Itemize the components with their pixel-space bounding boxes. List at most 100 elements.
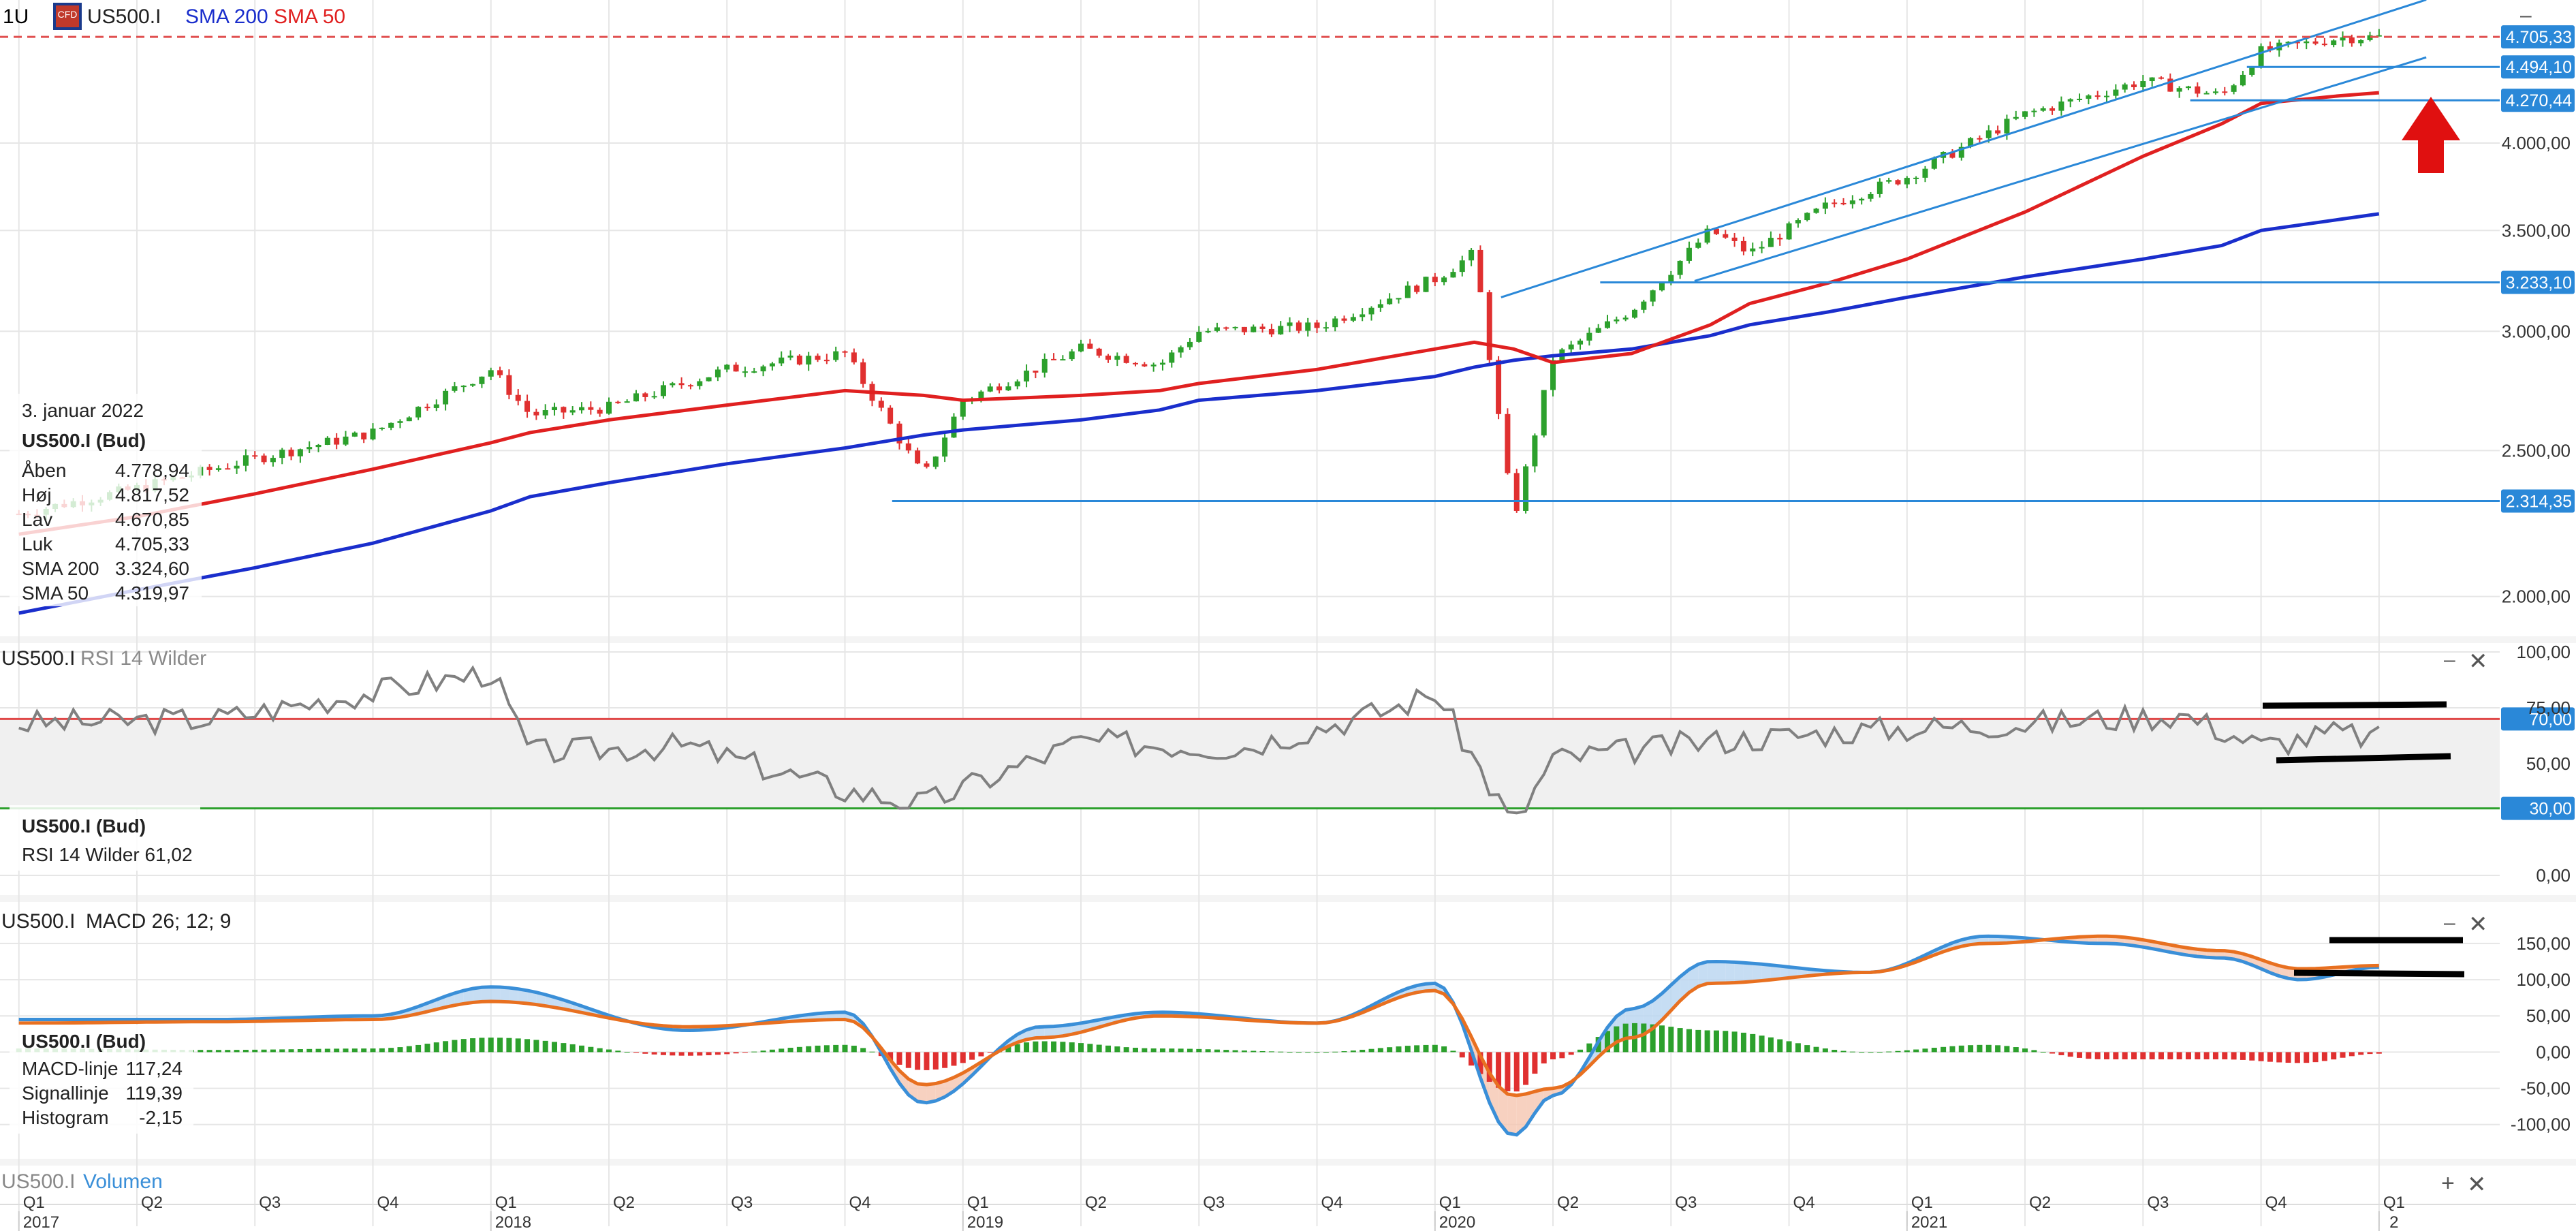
histogram-bar bbox=[1377, 1048, 1383, 1053]
histogram-bar bbox=[1786, 1041, 1792, 1053]
macd-title-indicator[interactable]: MACD 26; 12; 9 bbox=[86, 910, 231, 933]
histogram-bar bbox=[1559, 1052, 1565, 1059]
histogram-bar bbox=[1396, 1046, 1402, 1053]
macd-fill-segment bbox=[1725, 961, 1735, 984]
legend-row-label: SMA 200 bbox=[22, 558, 99, 579]
candle-body bbox=[1169, 352, 1175, 363]
histogram-bar bbox=[1459, 1052, 1465, 1058]
legend-row-label: Luk bbox=[22, 533, 53, 555]
volume-close-icon[interactable]: ✕ bbox=[2467, 1172, 2487, 1198]
minimize-icon[interactable]: – bbox=[2520, 4, 2532, 27]
rsi-line bbox=[18, 665, 2380, 815]
macd-legend-rows: MACD-linje 117,24 Signallinje 119,39 Histogr… bbox=[22, 1058, 183, 1128]
candle-body bbox=[1523, 466, 1529, 511]
candle-body bbox=[1668, 275, 1674, 283]
level-tag-bg bbox=[2501, 270, 2575, 294]
candle-body bbox=[878, 401, 884, 408]
candle-body bbox=[1759, 247, 1765, 249]
candle-body bbox=[1387, 298, 1393, 305]
rsi-tick-label: 0,00 bbox=[2536, 865, 2571, 886]
volume-title-symbol[interactable]: US500.I bbox=[1, 1170, 75, 1193]
price-tick-label: 4.000,00 bbox=[2502, 133, 2571, 153]
histogram-bar bbox=[1913, 1049, 1919, 1053]
macd-legend-label: Signallinje bbox=[22, 1082, 109, 1104]
candle-body bbox=[2104, 95, 2110, 97]
candle-body bbox=[1441, 277, 1447, 283]
histogram-bar bbox=[1078, 1043, 1084, 1053]
rsi-minimize-icon[interactable]: – bbox=[2444, 649, 2455, 671]
histogram-bar bbox=[1695, 1029, 1701, 1053]
histogram-bar bbox=[343, 1048, 349, 1053]
histogram-bar bbox=[751, 1051, 757, 1053]
macd-close-icon[interactable]: ✕ bbox=[2468, 911, 2488, 937]
candle-body bbox=[1832, 202, 1838, 204]
macd-legend-label: Histogram bbox=[22, 1107, 109, 1128]
histogram-bar bbox=[2122, 1052, 2128, 1060]
candle-body bbox=[288, 450, 294, 456]
rsi-upper-trendline bbox=[2262, 701, 2447, 709]
symbol-label[interactable]: US500.I bbox=[87, 5, 161, 28]
candle-body bbox=[960, 401, 966, 417]
candle-body bbox=[2131, 84, 2137, 87]
histogram-bar bbox=[307, 1048, 313, 1053]
histogram-bar bbox=[905, 1052, 911, 1068]
histogram-bar bbox=[1886, 1051, 1892, 1053]
candle-body bbox=[488, 370, 494, 377]
quarter-label: Q2 bbox=[1557, 1194, 1579, 1212]
histogram-bar bbox=[406, 1046, 412, 1053]
histogram-bar bbox=[1477, 1052, 1483, 1074]
rsi-title-indicator[interactable]: RSI 14 Wilder bbox=[80, 647, 206, 670]
candle-body bbox=[1876, 181, 1883, 194]
candle-body bbox=[1232, 326, 1238, 328]
histogram-bar bbox=[2321, 1052, 2327, 1061]
legend-row-value: 4.817,52 bbox=[115, 484, 189, 505]
sma50-header-label[interactable]: SMA 50 bbox=[274, 5, 345, 28]
macd-fill-segment bbox=[527, 990, 537, 1005]
candle-body bbox=[733, 364, 739, 372]
histogram-bar bbox=[1895, 1050, 1901, 1053]
candle-body bbox=[905, 443, 911, 451]
histogram-bar bbox=[1614, 1026, 1620, 1053]
histogram-bar bbox=[896, 1052, 902, 1065]
candle-body bbox=[1695, 243, 1701, 248]
histogram-bar bbox=[2203, 1052, 2210, 1060]
candle-body bbox=[1033, 371, 1039, 373]
histogram-bar bbox=[1777, 1039, 1783, 1053]
histogram-bar bbox=[1033, 1041, 1039, 1053]
volume-add-icon[interactable]: + bbox=[2441, 1170, 2455, 1196]
macd-fill-segment bbox=[1743, 963, 1753, 982]
candle-body bbox=[1822, 202, 1828, 209]
macd-title-symbol[interactable]: US500.I bbox=[1, 910, 75, 933]
macd-histogram bbox=[16, 1023, 2382, 1092]
candle-body bbox=[714, 369, 721, 377]
candle-body bbox=[787, 356, 794, 358]
histogram-bar bbox=[888, 1052, 894, 1061]
histogram-bar bbox=[2212, 1052, 2218, 1060]
macd-minimize-icon[interactable]: – bbox=[2444, 911, 2455, 934]
histogram-bar bbox=[2195, 1052, 2201, 1060]
macd-fill-segment bbox=[1789, 967, 1798, 978]
candle-body bbox=[987, 386, 993, 392]
histogram-bar bbox=[479, 1038, 485, 1053]
histogram-bar bbox=[1214, 1049, 1220, 1053]
candle-body bbox=[397, 421, 403, 423]
candle-body bbox=[1723, 234, 1729, 238]
quarter-label: Q2 bbox=[1085, 1194, 1107, 1212]
rsi-title-symbol[interactable]: US500.I bbox=[1, 647, 75, 670]
macd-tick-label: -50,00 bbox=[2520, 1078, 2571, 1099]
macd-y-axis: 150,00 100,00 50,00 0,00 -50,00 -100,00 bbox=[2511, 933, 2571, 1135]
histogram-bar bbox=[1550, 1052, 1556, 1060]
histogram-bar bbox=[1731, 1031, 1738, 1053]
macd-tick-label: 0,00 bbox=[2536, 1042, 2571, 1062]
histogram-bar bbox=[1387, 1047, 1393, 1053]
macd-legend-value: 119,39 bbox=[125, 1082, 183, 1104]
histogram-bar bbox=[2049, 1052, 2056, 1054]
sma200-header-label[interactable]: SMA 200 bbox=[185, 5, 268, 28]
histogram-bar bbox=[1922, 1048, 1928, 1053]
volume-title-indicator[interactable]: Volumen bbox=[83, 1170, 163, 1193]
rsi-close-icon[interactable]: ✕ bbox=[2468, 649, 2488, 674]
candle-body bbox=[1251, 326, 1257, 332]
macd-fill-segment bbox=[473, 987, 482, 1003]
interval-label[interactable]: 1U bbox=[3, 5, 29, 28]
histogram-bar bbox=[2267, 1052, 2273, 1062]
